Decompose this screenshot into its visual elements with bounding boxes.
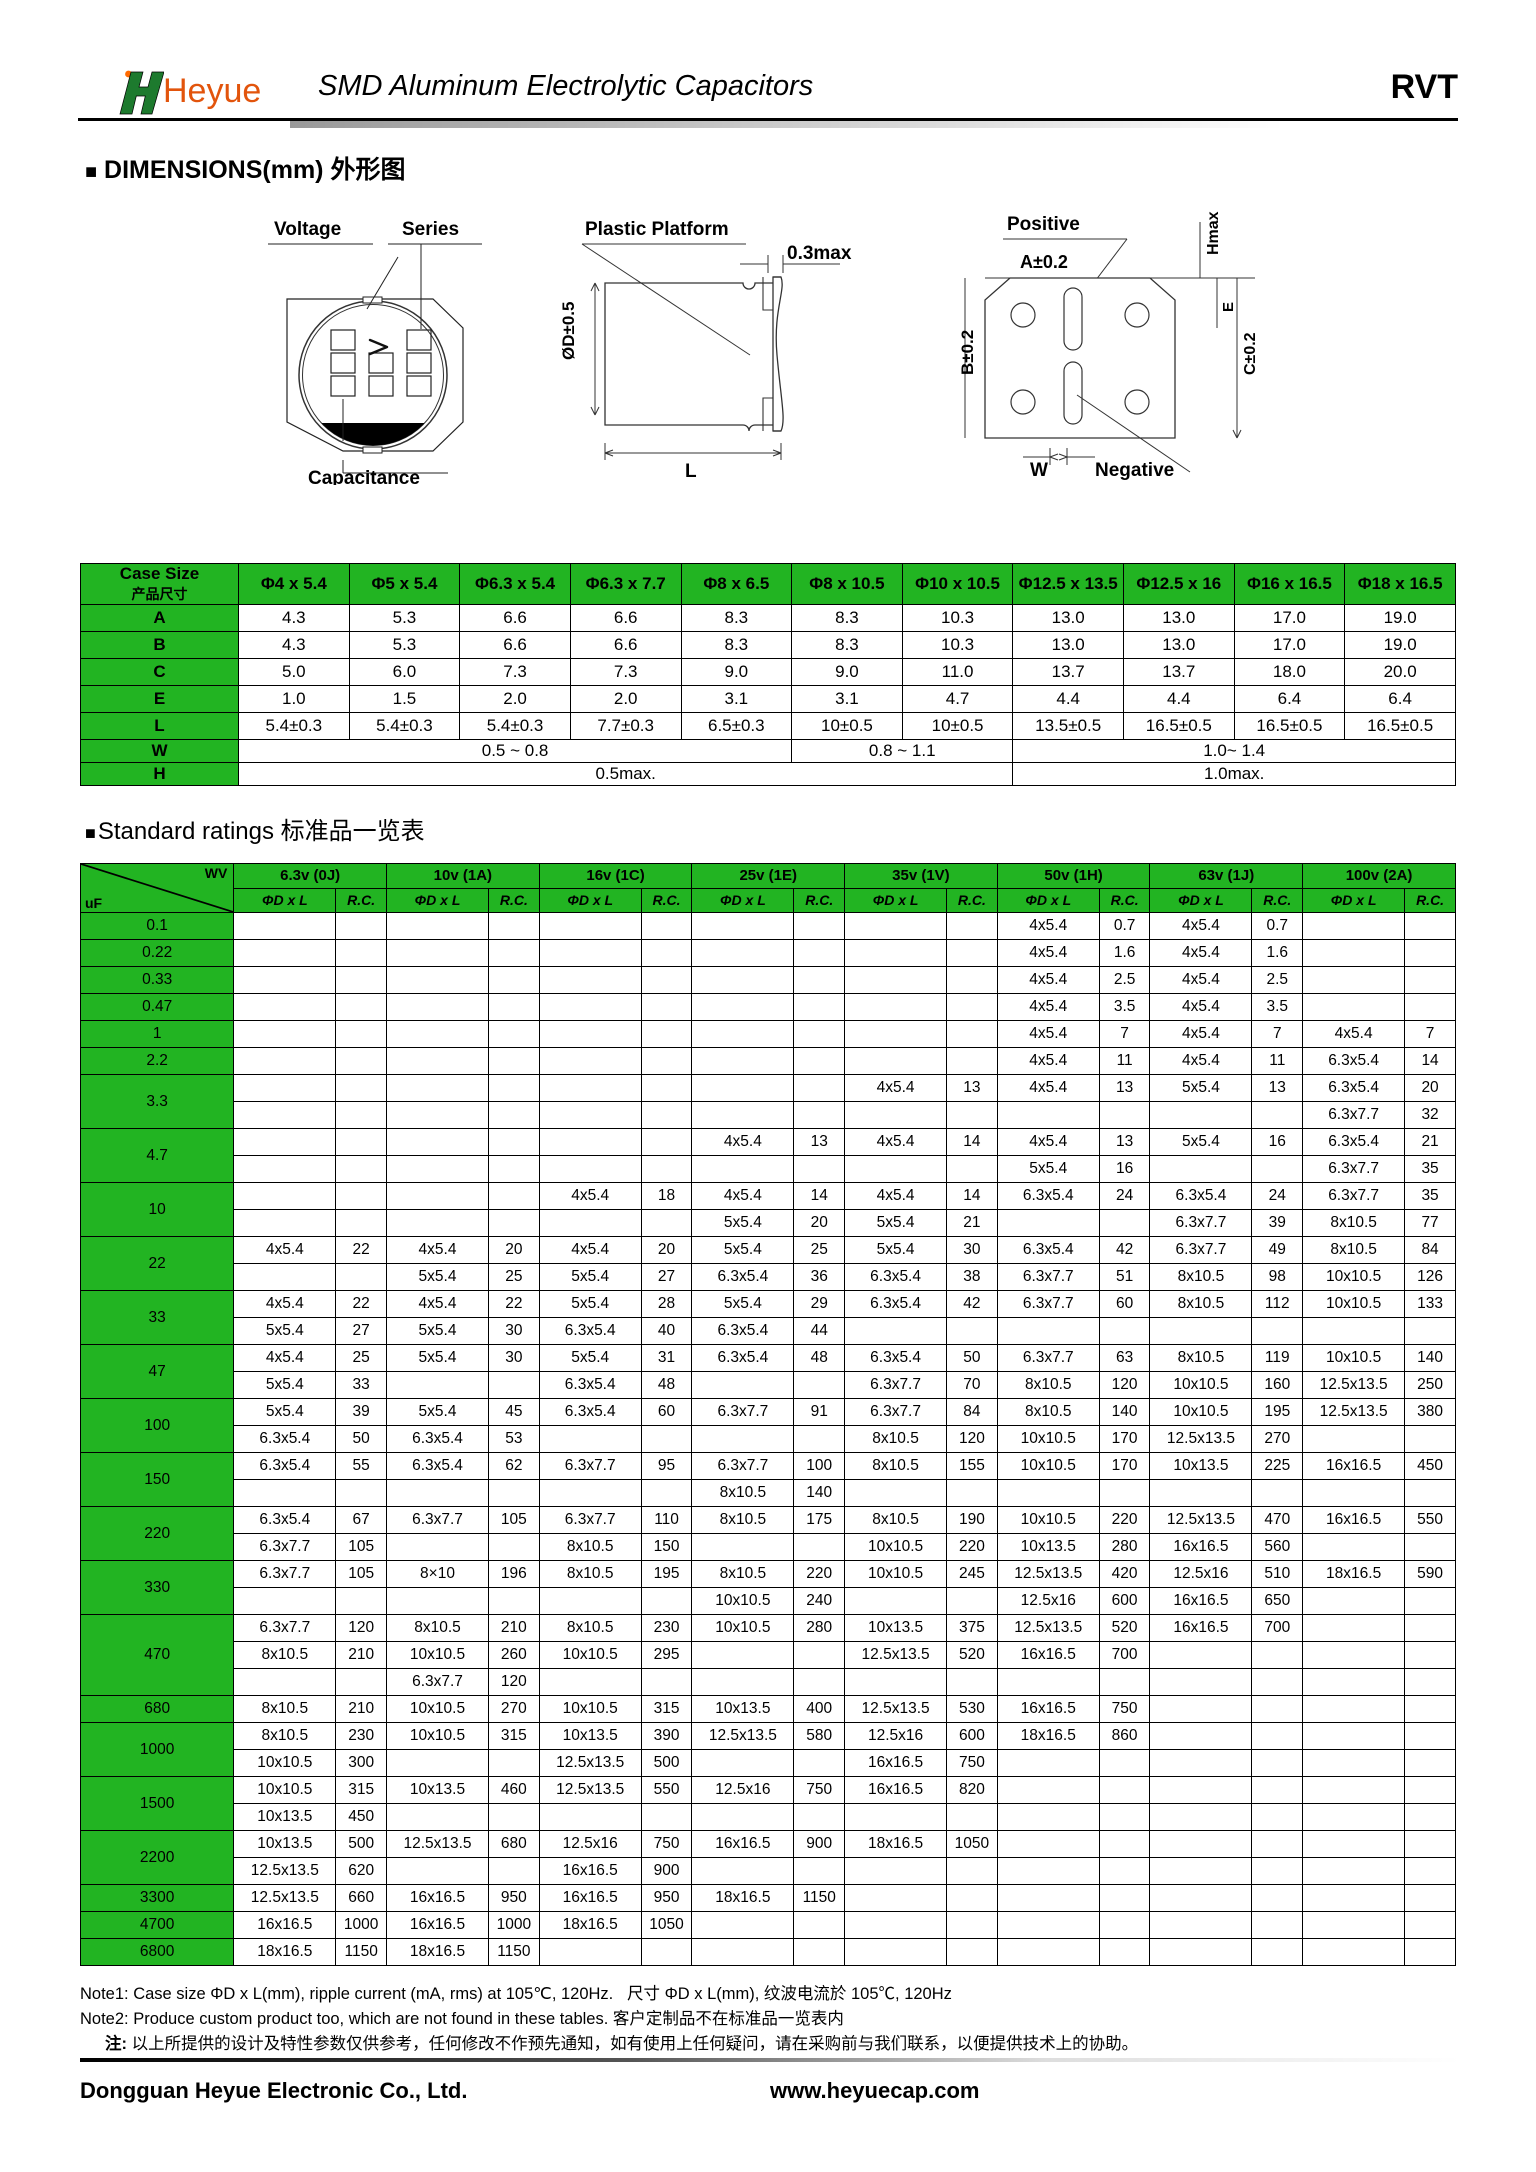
svg-text:A±0.2: A±0.2: [1020, 252, 1068, 272]
svg-text:C±0.2: C±0.2: [1242, 332, 1259, 375]
svg-text:Voltage: Voltage: [274, 219, 341, 240]
svg-text:E: E: [1220, 302, 1237, 312]
svg-text:W: W: [1030, 460, 1048, 480]
svg-text:Series: Series: [402, 219, 459, 240]
svg-text:B±0.2: B±0.2: [958, 330, 977, 375]
svg-text:Hmax: Hmax: [1205, 211, 1222, 255]
svg-text:ØD±0.5: ØD±0.5: [560, 302, 578, 360]
svg-text:0.3max: 0.3max: [787, 243, 852, 264]
svg-text:Negative: Negative: [1095, 460, 1174, 480]
svg-text:Capacitance: Capacitance: [308, 468, 420, 485]
svg-text:Plastic Platform: Plastic Platform: [585, 219, 729, 240]
svg-text:L: L: [685, 461, 697, 482]
svg-text:Positive: Positive: [1007, 214, 1080, 235]
